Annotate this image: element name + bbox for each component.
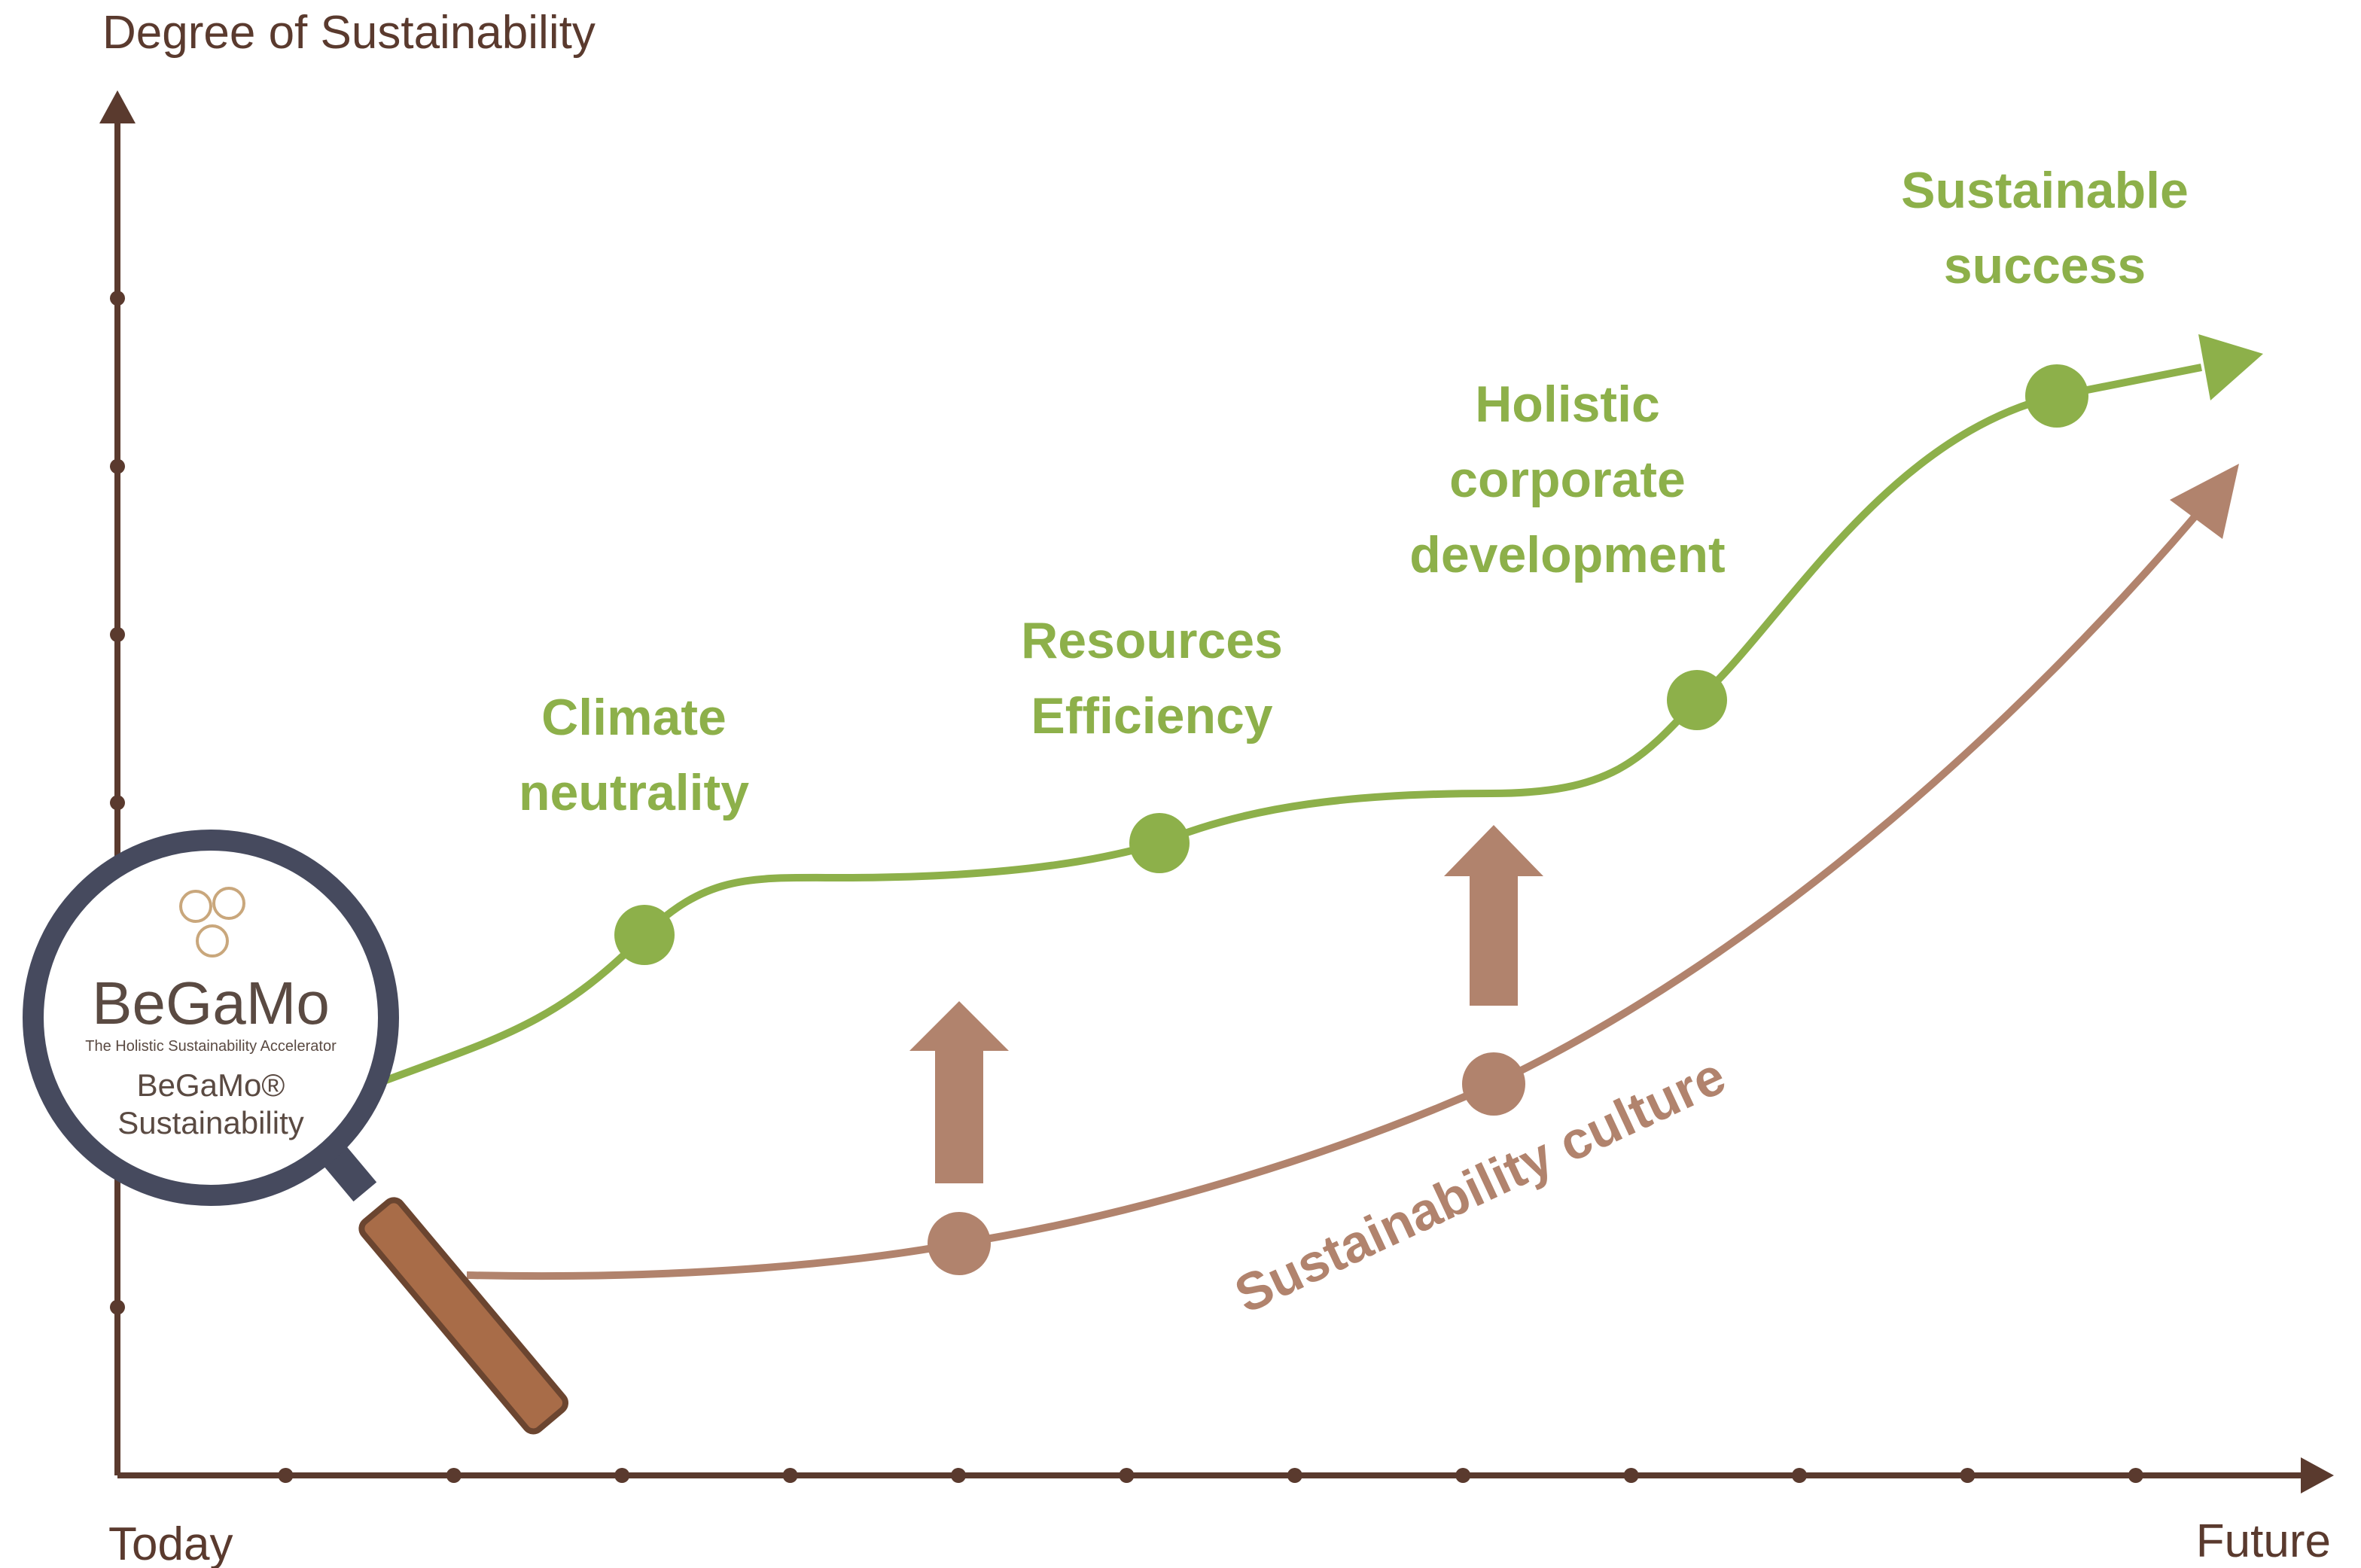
axis-dot [2128,1468,2143,1483]
magnifier: BeGaMo The Holistic Sustainability Accel… [33,840,569,1435]
milestone-point [1129,813,1190,873]
up-arrow [1444,825,1543,1006]
axis-dot [110,795,125,810]
axis-dot [446,1468,462,1483]
y-arrowhead [99,90,136,123]
diagram: Degree of Sustainability Today Future Su… [0,0,2361,1568]
axis-dot [1455,1468,1470,1483]
milestone-label: Sustainable success [1901,162,2189,294]
milestone-label: Resources Efficiency [1021,612,1283,744]
x-arrowhead [2301,1457,2334,1493]
axis-dot [1624,1468,1639,1483]
logo-product: BeGaMo® [137,1067,285,1103]
culture-point [928,1212,991,1275]
label-line: Holistic [1475,376,1660,433]
axis-dot [1792,1468,1807,1483]
milestone-point [1667,670,1727,730]
axis-dot [1960,1468,1975,1483]
axis-dot [614,1468,629,1483]
label-line: corporate [1449,451,1686,508]
axis-dot [110,627,125,642]
label-line: Sustainable [1901,162,2189,219]
success-arrowhead [2198,334,2263,400]
label-line: Climate [541,689,727,746]
milestone-label: Holistic corporate development [1409,376,1725,583]
label-line: Resources [1021,612,1283,669]
axis-dot [278,1468,293,1483]
axis-dot [1119,1468,1134,1483]
axis-dot [110,291,125,306]
culture-curve [467,509,2201,1276]
label-line: neutrality [519,764,749,821]
logo-brand: BeGaMo [92,970,330,1037]
axis-dot [783,1468,798,1483]
axis-dot [110,1300,125,1315]
milestone-point [614,905,675,965]
culture-arrowhead [2170,464,2239,539]
handle [358,1196,568,1435]
culture-point [1462,1052,1525,1116]
y-axis-label: Degree of Sustainability [102,7,596,59]
milestone-label: Climate neutrality [519,689,749,821]
x-start-label: Today [108,1518,233,1568]
axis-dots [110,291,2143,1483]
milestone-point [2025,364,2088,428]
up-arrow [909,1001,1009,1183]
label-line: development [1409,526,1725,583]
milestone-labels: Climate neutrality Resources Efficiency Holi… [519,162,2189,821]
axis-dot [110,459,125,474]
logo-subtitle: Sustainability [117,1105,303,1140]
x-end-label: Future [2196,1515,2331,1567]
label-line: success [1944,237,2146,294]
axis-dot [951,1468,966,1483]
axis-dot [1287,1468,1302,1483]
label-line: Efficiency [1031,687,1272,744]
logo-tagline: The Holistic Sustainability Accelerator [85,1038,337,1055]
